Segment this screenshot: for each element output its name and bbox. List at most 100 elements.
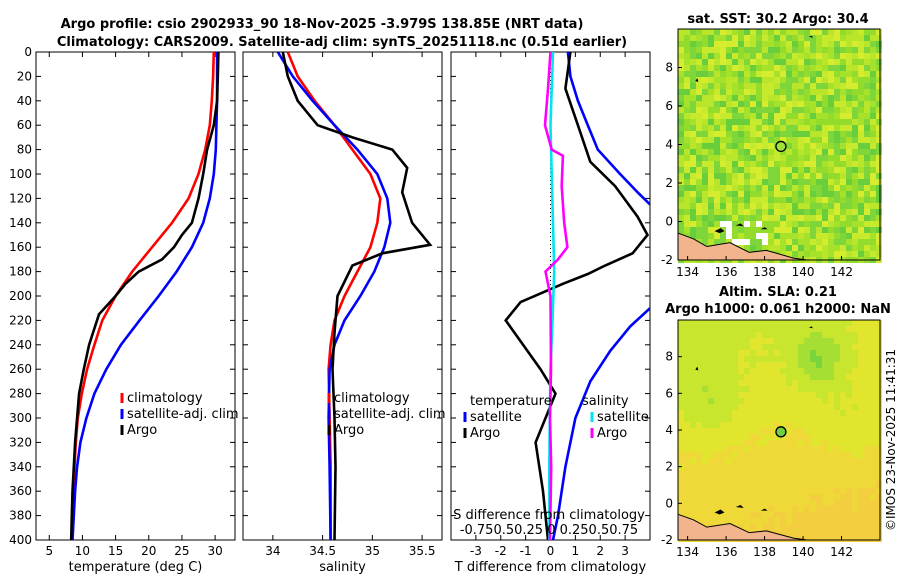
map-cell: [768, 350, 774, 356]
map-cell: [714, 470, 720, 476]
map-cell: [816, 512, 822, 518]
map-cell: [684, 83, 690, 89]
map-cell: [858, 518, 864, 524]
map-cell: [840, 326, 846, 332]
map-cell: [768, 428, 774, 434]
map-cell: [774, 173, 780, 179]
y-tick-label: 40: [17, 94, 32, 108]
map-cell: [786, 167, 792, 173]
map-cell: [858, 221, 864, 227]
map-cell: [744, 53, 750, 59]
map-cell: [762, 386, 768, 392]
map-cell: [804, 29, 810, 35]
map-cell: [774, 41, 780, 47]
map-cell: [708, 95, 714, 101]
map-cell: [792, 524, 798, 530]
map-cell: [714, 83, 720, 89]
map-cell: [768, 239, 774, 245]
map-cell: [804, 506, 810, 512]
map-cell: [780, 71, 786, 77]
map-cell: [738, 440, 744, 446]
map-cell: [768, 107, 774, 113]
map-cell: [840, 356, 846, 362]
map-cell: [786, 191, 792, 197]
map-cell: [690, 53, 696, 59]
map-cell: [870, 65, 876, 71]
y-tick-label: 380: [9, 509, 32, 523]
map-cell: [816, 35, 822, 41]
map-cell: [732, 422, 738, 428]
map-cell: [828, 398, 834, 404]
map-cell: [828, 71, 834, 77]
map-cell: [810, 458, 816, 464]
map-cell: [822, 332, 828, 338]
map-cell: [732, 65, 738, 71]
map-cell: [786, 209, 792, 215]
x-tick-label: 34: [265, 544, 280, 558]
map-cell: [702, 137, 708, 143]
map-cell: [774, 101, 780, 107]
map-cell: [846, 512, 852, 518]
map-cell: [780, 338, 786, 344]
map-cell: [798, 221, 804, 227]
map-cell: [750, 392, 756, 398]
map-cell: [726, 350, 732, 356]
map-cell: [738, 191, 744, 197]
map-cell: [684, 29, 690, 35]
map-cell: [768, 161, 774, 167]
map-cell: [678, 422, 684, 428]
map-cell: [708, 398, 714, 404]
map-cell: [768, 362, 774, 368]
map-cell: [786, 203, 792, 209]
map-cell: [744, 47, 750, 53]
map-cell: [750, 227, 756, 233]
map-cell: [840, 512, 846, 518]
x-tick-label: 138: [753, 265, 776, 279]
map-cell: [768, 506, 774, 512]
series-line-argo: [281, 52, 433, 540]
map-cell: [810, 125, 816, 131]
map-cell: [852, 95, 858, 101]
map-cell: [786, 416, 792, 422]
map-cell: [774, 59, 780, 65]
map-cell: [828, 101, 834, 107]
map-cell: [774, 350, 780, 356]
map-cell: [714, 332, 720, 338]
map-cell: [708, 320, 714, 326]
map-cell: [720, 29, 726, 35]
map-cell: [684, 398, 690, 404]
map-cell: [786, 233, 792, 239]
map-cell: [816, 227, 822, 233]
map-cell: [720, 500, 726, 506]
map-cell: [786, 239, 792, 245]
map-cell: [768, 422, 774, 428]
map-cell: [828, 374, 834, 380]
map-cell: [762, 191, 768, 197]
map-cell: [684, 191, 690, 197]
map-cell: [768, 488, 774, 494]
map-cell: [732, 512, 738, 518]
map-cell: [750, 338, 756, 344]
map-cell: [816, 119, 822, 125]
map-cell: [858, 506, 864, 512]
map-cell: [780, 59, 786, 65]
map-cell: [756, 524, 762, 530]
map-cell: [726, 71, 732, 77]
map-cell: [816, 482, 822, 488]
map-cell: [696, 137, 702, 143]
map-cell: [822, 464, 828, 470]
map-cell: [762, 368, 768, 374]
map-cell: [840, 251, 846, 257]
map-cell: [738, 155, 744, 161]
map-cell: [762, 209, 768, 215]
map-cell: [858, 185, 864, 191]
map-cell: [750, 47, 756, 53]
map-cell: [684, 185, 690, 191]
map-cell: [798, 500, 804, 506]
map-cell: [834, 452, 840, 458]
map-cell: [798, 350, 804, 356]
map-cell: [816, 500, 822, 506]
map-cell: [678, 71, 684, 77]
map-cell: [786, 428, 792, 434]
